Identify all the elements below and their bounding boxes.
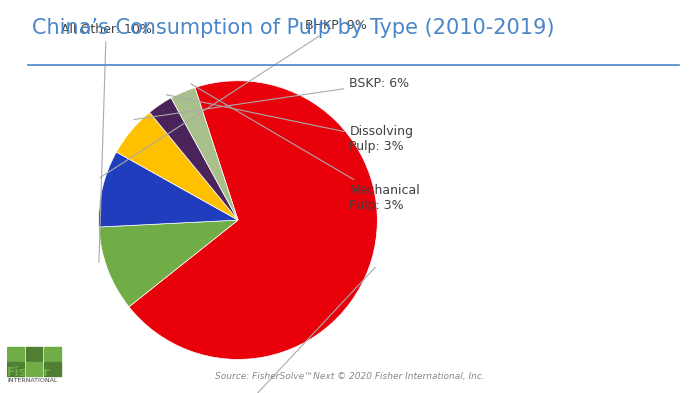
- Text: Recycled
Pulp: 70%: Recycled Pulp: 70%: [190, 267, 375, 393]
- Bar: [26, 347, 42, 361]
- Text: BHKP: 9%: BHKP: 9%: [100, 19, 367, 178]
- Text: INTERNATIONAL: INTERNATIONAL: [7, 378, 57, 383]
- Text: Mechanical
Pulp: 3%: Mechanical Pulp: 3%: [191, 84, 420, 212]
- Bar: [26, 362, 42, 376]
- Text: Fisher: Fisher: [7, 366, 50, 379]
- Text: Source: FisherSolve™Next © 2020 Fisher International, Inc.: Source: FisherSolve™Next © 2020 Fisher I…: [215, 372, 485, 381]
- Bar: [7, 362, 24, 376]
- Wedge shape: [116, 112, 238, 220]
- Bar: [7, 347, 24, 361]
- Wedge shape: [171, 88, 238, 220]
- Text: All Other: 10%: All Other: 10%: [61, 23, 152, 263]
- Wedge shape: [99, 152, 238, 227]
- Wedge shape: [150, 98, 238, 220]
- Text: China’s Consumption of Pulp by Type (2010-2019): China’s Consumption of Pulp by Type (201…: [32, 18, 554, 38]
- Bar: [44, 347, 61, 361]
- Bar: [44, 362, 61, 376]
- Text: BSKP: 6%: BSKP: 6%: [134, 77, 410, 119]
- Wedge shape: [129, 81, 377, 360]
- Wedge shape: [99, 220, 238, 307]
- Text: Dissolving
Pulp: 3%: Dissolving Pulp: 3%: [166, 95, 414, 153]
